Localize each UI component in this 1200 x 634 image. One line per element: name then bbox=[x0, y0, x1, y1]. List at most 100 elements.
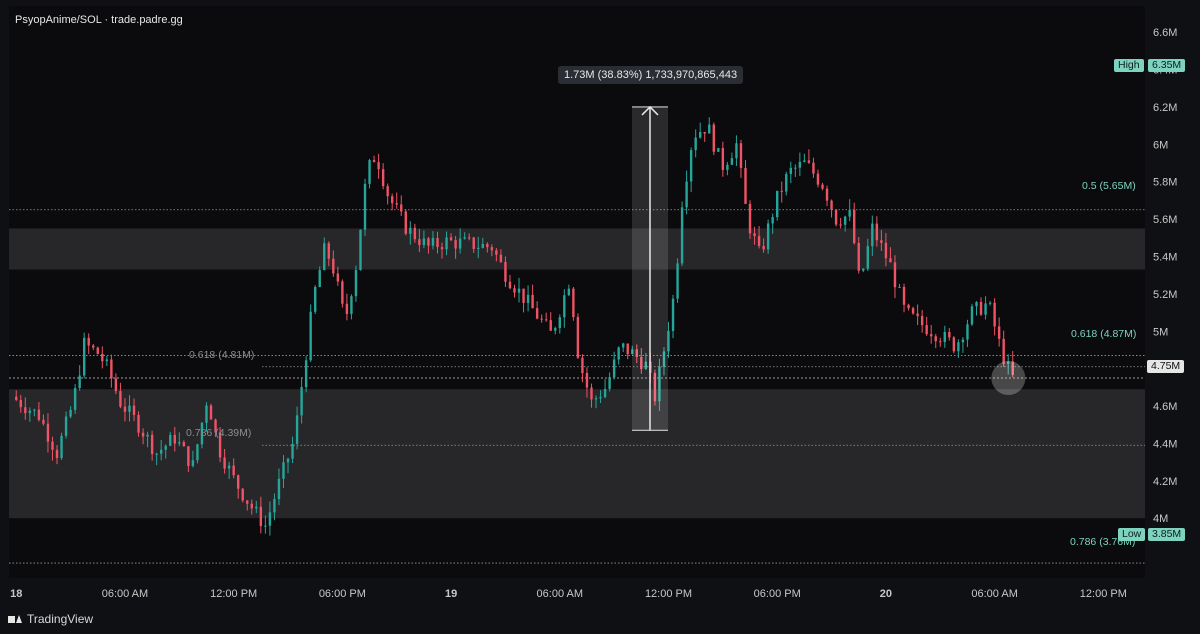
candle-body bbox=[902, 286, 906, 305]
fib-label-0.786-right: 0.786 (3.76M) bbox=[1070, 536, 1136, 548]
candle-body bbox=[907, 304, 910, 309]
candle-body bbox=[169, 434, 172, 446]
candle-body bbox=[676, 263, 679, 299]
y-tick-label: 6M bbox=[1153, 139, 1168, 151]
candle-body bbox=[925, 325, 928, 335]
candle-body bbox=[427, 238, 430, 246]
candle-body bbox=[246, 500, 249, 504]
candle-body bbox=[218, 432, 222, 458]
candle-body bbox=[400, 204, 403, 212]
measure-arrow-head bbox=[641, 105, 659, 116]
candle-body bbox=[341, 281, 344, 304]
candle-body bbox=[504, 261, 507, 282]
candle-body bbox=[626, 343, 629, 355]
candle-body bbox=[164, 445, 167, 450]
candle-body bbox=[780, 190, 783, 192]
candle-body bbox=[952, 337, 956, 352]
candle-body bbox=[834, 209, 838, 225]
candle-body bbox=[345, 303, 349, 314]
candle-body bbox=[544, 319, 548, 321]
candle-body bbox=[96, 347, 99, 354]
candle-body bbox=[114, 378, 118, 392]
candle-body bbox=[803, 160, 806, 162]
candle-body bbox=[159, 449, 163, 454]
candle-body bbox=[757, 236, 761, 246]
candle-body bbox=[762, 245, 765, 250]
candle-body bbox=[843, 216, 847, 225]
candle-body bbox=[495, 250, 498, 255]
candle-body bbox=[753, 233, 756, 237]
candle-body bbox=[712, 124, 715, 152]
candle-body bbox=[911, 308, 915, 314]
candle-body bbox=[988, 302, 992, 304]
candle-body bbox=[513, 288, 516, 293]
candle-body bbox=[821, 184, 824, 189]
candle-body bbox=[585, 373, 589, 388]
candle-body bbox=[1011, 361, 1014, 376]
candle-body bbox=[304, 360, 308, 388]
candle-body bbox=[445, 237, 448, 250]
candle-body bbox=[789, 167, 792, 174]
candle-body bbox=[436, 237, 439, 248]
candle-body bbox=[73, 388, 77, 410]
candle-body bbox=[794, 167, 797, 169]
y-tick-label: 5.4M bbox=[1153, 251, 1177, 263]
candle-body bbox=[603, 388, 607, 398]
candle-body bbox=[685, 181, 688, 208]
candle-body bbox=[680, 207, 684, 264]
candle-body bbox=[123, 406, 127, 412]
candle-body bbox=[644, 361, 648, 370]
last-price-highlight bbox=[991, 360, 1026, 395]
candle-body bbox=[372, 160, 376, 163]
tradingview-brand[interactable]: TradingView bbox=[8, 612, 93, 626]
candle-body bbox=[178, 442, 181, 444]
x-tick-label: 19 bbox=[445, 588, 457, 600]
fib-label-0.618-right: 0.618 (4.87M) bbox=[1071, 328, 1137, 340]
candle-body bbox=[658, 366, 661, 402]
measure-tooltip: 1.73M (38.83%) 1,733,970,865,443 bbox=[558, 66, 744, 84]
candle-body bbox=[313, 286, 317, 312]
candle-body bbox=[128, 405, 131, 412]
candle-body bbox=[744, 167, 747, 204]
low-label-badge: Low bbox=[1118, 528, 1146, 541]
candle-body bbox=[46, 423, 50, 442]
candle-body bbox=[640, 356, 643, 370]
candle-body bbox=[1007, 361, 1010, 364]
candle-body bbox=[966, 324, 969, 340]
candle-body bbox=[24, 407, 27, 414]
candle-body bbox=[599, 397, 602, 399]
candle-body bbox=[381, 169, 385, 187]
candle-body bbox=[517, 288, 521, 293]
candle-body bbox=[880, 240, 883, 243]
candle-body bbox=[893, 262, 897, 288]
candle-body bbox=[848, 209, 851, 217]
candle-body bbox=[816, 173, 820, 185]
candle-body bbox=[182, 442, 186, 447]
candle-body bbox=[499, 254, 503, 262]
candle-body bbox=[703, 132, 706, 134]
fib-label-0.618-left: 0.618 (4.81M) bbox=[189, 349, 255, 361]
last-price-badge: 4.75M bbox=[1147, 360, 1185, 373]
candle-body bbox=[563, 295, 566, 318]
candle-body bbox=[567, 288, 571, 296]
fib-label-0.786-left: 0.786 (4.39M) bbox=[186, 427, 252, 439]
candle-body bbox=[55, 449, 59, 458]
y-tick-label: 5.6M bbox=[1153, 214, 1177, 226]
candle-body bbox=[273, 499, 276, 513]
candle-body bbox=[268, 512, 272, 526]
candle-body bbox=[137, 414, 140, 433]
candle-body bbox=[78, 375, 81, 389]
candle-body bbox=[350, 296, 353, 314]
y-tick-label: 4.2M bbox=[1153, 476, 1177, 488]
candle-body bbox=[862, 268, 865, 271]
candle-body bbox=[572, 288, 575, 318]
candle-body bbox=[812, 162, 815, 174]
candle-body bbox=[839, 224, 842, 226]
candle-body bbox=[549, 320, 552, 331]
candle-body bbox=[920, 316, 924, 326]
candle-body bbox=[295, 415, 299, 444]
candle-body bbox=[708, 124, 711, 134]
candle-body bbox=[576, 317, 580, 358]
low-value-badge: 3.85M bbox=[1148, 528, 1186, 541]
